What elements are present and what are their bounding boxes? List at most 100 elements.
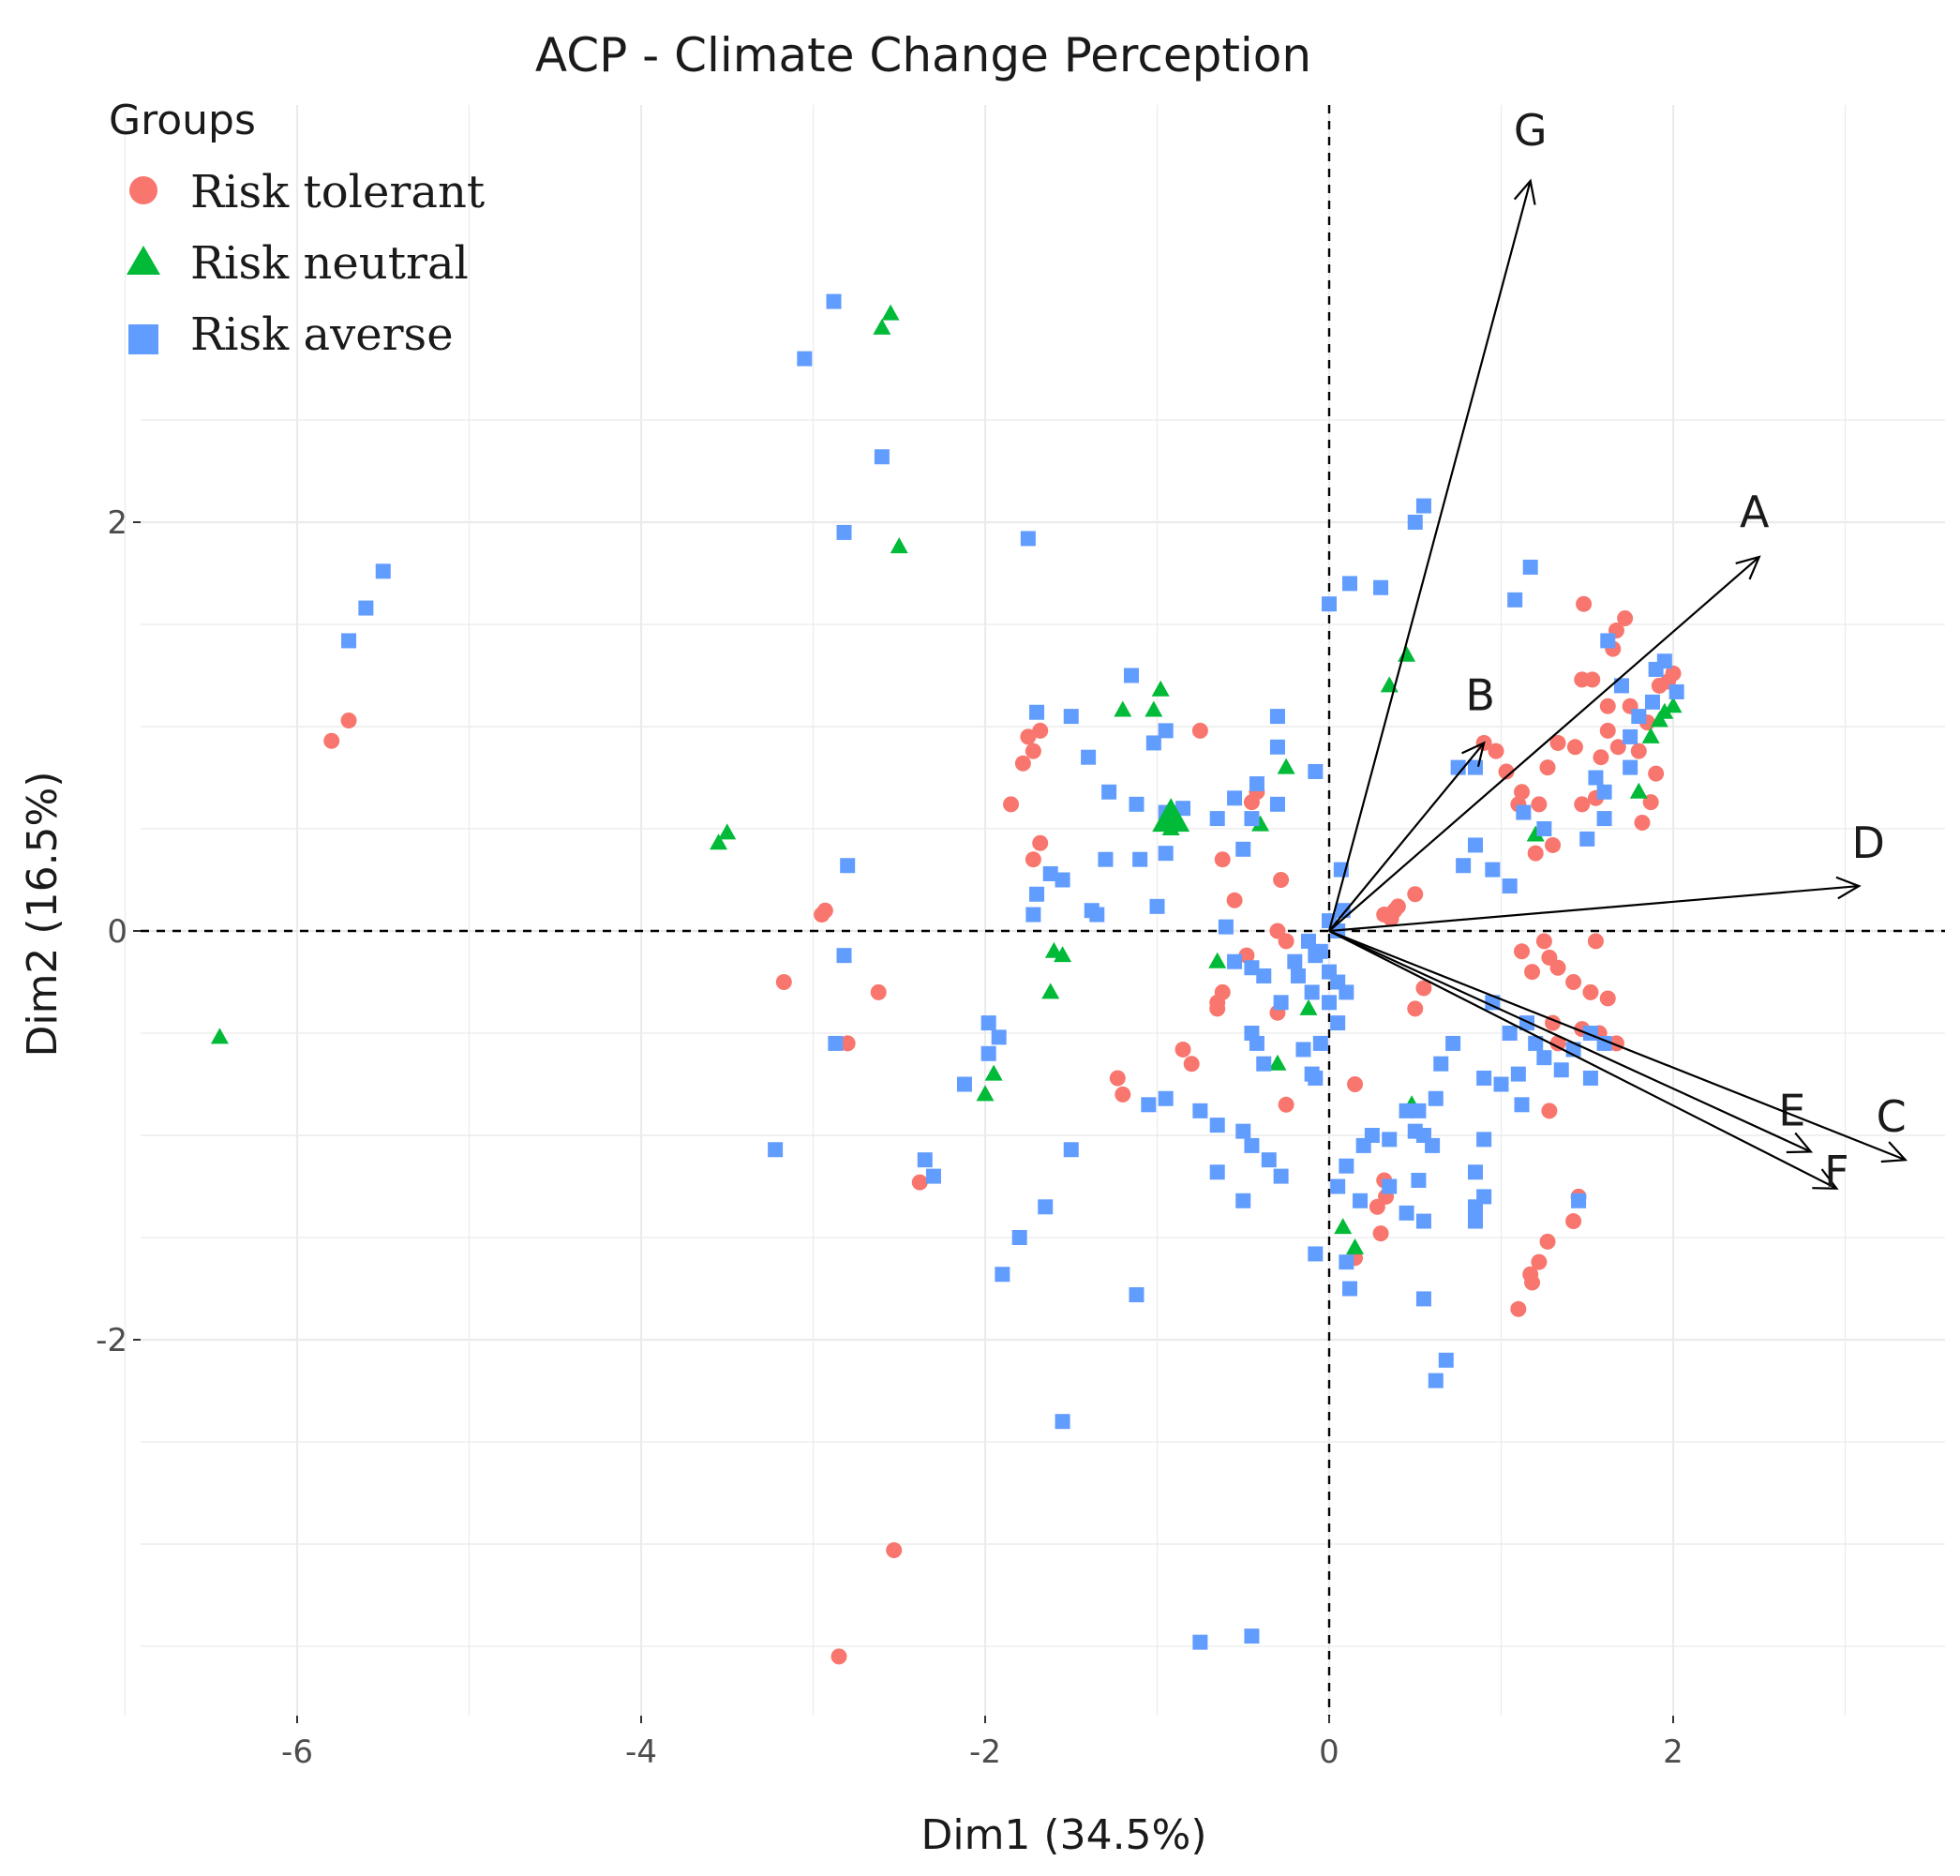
point-risk-averse: [1145, 735, 1161, 751]
point-risk-averse: [1081, 749, 1097, 765]
point-risk-neutral: [1277, 758, 1295, 774]
point-risk-averse: [1098, 851, 1114, 867]
point-risk-tolerant: [1531, 796, 1548, 813]
point-risk-averse: [917, 1152, 933, 1168]
point-risk-averse: [1613, 678, 1629, 694]
point-risk-averse: [1308, 948, 1324, 964]
point-risk-tolerant: [1617, 609, 1634, 626]
point-risk-averse: [980, 1015, 996, 1031]
point-risk-averse: [797, 351, 813, 367]
point-risk-averse: [1536, 1050, 1552, 1066]
point-risk-averse: [768, 1142, 784, 1158]
point-risk-tolerant: [1541, 1103, 1558, 1119]
point-risk-tolerant: [340, 712, 357, 728]
y-tick-label: 0: [107, 913, 127, 951]
arrow-b: B: [1328, 669, 1495, 932]
point-risk-tolerant: [830, 1648, 847, 1665]
point-risk-tolerant: [323, 732, 340, 749]
point-risk-averse: [1476, 1132, 1492, 1148]
point-risk-neutral: [210, 1028, 229, 1044]
point-risk-averse: [1399, 1103, 1414, 1118]
arrow-head: [1513, 178, 1536, 205]
point-risk-averse: [1149, 898, 1165, 914]
point-risk-averse: [1528, 1035, 1544, 1051]
point-risk-averse: [1644, 694, 1660, 710]
point-risk-tolerant: [1183, 1056, 1200, 1073]
point-risk-averse: [1330, 1178, 1346, 1194]
point-risk-averse: [1129, 796, 1145, 812]
point-risk-tolerant: [1226, 892, 1243, 908]
point-risk-averse: [1623, 759, 1638, 775]
point-risk-averse: [995, 1267, 1010, 1283]
point-risk-tolerant: [1535, 933, 1552, 950]
arrow-head: [1880, 1141, 1908, 1163]
point-risk-averse: [1244, 1137, 1260, 1153]
point-risk-averse: [1467, 837, 1483, 853]
series-risk-averse: [341, 293, 1684, 1650]
point-risk-averse: [341, 633, 357, 649]
point-risk-neutral: [1655, 702, 1674, 719]
centroid-risk-neutral: [1152, 798, 1190, 833]
point-risk-neutral: [1346, 1238, 1365, 1254]
y-axis-title: Dim2 (16.5%): [19, 771, 67, 1057]
legend-circle-icon: [129, 176, 157, 204]
point-risk-averse: [1055, 1414, 1070, 1430]
point-risk-averse: [1300, 933, 1316, 949]
point-risk-averse: [1553, 1062, 1569, 1078]
point-risk-averse: [1536, 821, 1552, 836]
point-risk-tolerant: [1020, 728, 1037, 745]
point-risk-averse: [1025, 907, 1041, 923]
point-risk-averse: [1335, 903, 1351, 919]
point-risk-averse: [1249, 1035, 1264, 1051]
point-risk-averse: [1342, 1281, 1358, 1297]
arrow-e: E: [1328, 929, 1814, 1154]
point-risk-averse: [1353, 1193, 1369, 1208]
point-risk-tolerant: [1599, 990, 1616, 1007]
legend: Groups Risk tolerant Risk neutral Risk a…: [109, 97, 485, 361]
point-risk-averse: [1218, 919, 1234, 935]
point-risk-averse: [1579, 831, 1595, 847]
point-risk-averse: [980, 1045, 996, 1061]
point-risk-averse: [358, 600, 374, 616]
point-risk-averse: [1415, 498, 1431, 514]
point-risk-neutral: [1145, 700, 1163, 717]
point-risk-averse: [1192, 1103, 1208, 1118]
point-risk-neutral: [1334, 1218, 1353, 1235]
point-risk-tolerant: [1415, 980, 1432, 997]
arrow-shaft: [1328, 556, 1760, 932]
point-risk-tolerant: [1539, 759, 1556, 776]
point-risk-tolerant: [1574, 796, 1591, 813]
y-tick-label: -2: [96, 1322, 127, 1359]
x-tick-label: -6: [281, 1733, 313, 1771]
point-risk-averse: [1269, 739, 1285, 755]
point-risk-averse: [1382, 1178, 1398, 1194]
point-risk-averse: [956, 1076, 972, 1092]
point-risk-neutral: [1526, 825, 1545, 842]
point-risk-tolerant: [1369, 1198, 1385, 1215]
point-risk-averse: [1588, 770, 1604, 786]
point-risk-averse: [1502, 1026, 1518, 1041]
point-risk-averse: [1209, 1118, 1225, 1133]
point-risk-tolerant: [1599, 722, 1616, 739]
point-risk-averse: [1656, 653, 1672, 669]
point-risk-tolerant: [1214, 851, 1231, 868]
point-risk-averse: [1330, 1015, 1346, 1031]
point-risk-averse: [1415, 1213, 1431, 1229]
point-risk-tolerant: [1582, 983, 1599, 1000]
point-risk-tolerant: [1032, 722, 1049, 739]
point-risk-averse: [840, 858, 856, 874]
point-risk-tolerant: [1648, 765, 1665, 782]
point-risk-neutral: [1641, 727, 1660, 743]
point-risk-averse: [1063, 1142, 1079, 1158]
point-risk-averse: [1425, 1137, 1441, 1153]
point-risk-averse: [1399, 1205, 1414, 1221]
chart-title: ACP - Climate Change Perception: [535, 28, 1311, 83]
point-risk-neutral: [1151, 680, 1170, 697]
point-risk-neutral: [1629, 782, 1648, 799]
variable-arrows: G A B D E CF: [1327, 105, 1908, 1197]
point-risk-averse: [1227, 953, 1243, 969]
point-risk-averse: [1623, 728, 1638, 744]
point-risk-averse: [1596, 784, 1612, 800]
point-risk-averse: [1522, 559, 1538, 575]
point-risk-averse: [1273, 1168, 1289, 1184]
